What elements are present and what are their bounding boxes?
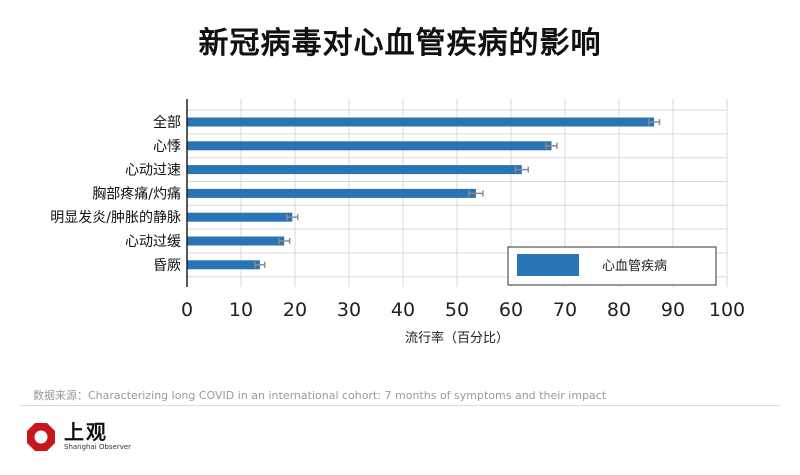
legend: 心血管疾病: [507, 246, 717, 286]
bars: [187, 117, 655, 270]
x-tick-label: 90: [661, 299, 685, 321]
x-tick-label: 80: [607, 299, 631, 321]
brand-name: 上观: [64, 420, 108, 444]
divider: [20, 405, 780, 406]
x-tick-label: 70: [553, 299, 577, 321]
shanghai-observer-logo-icon: [27, 422, 55, 451]
bar: [187, 212, 293, 222]
x-axis-title: 流行率（百分比）: [405, 330, 509, 346]
x-tick-label: 60: [499, 299, 523, 321]
error-bars: [254, 119, 661, 268]
legend-swatch: [517, 254, 579, 276]
y-tick-label: 胸部疼痛/灼痛: [92, 185, 181, 202]
brand-subtitle: Shanghai Observer: [64, 443, 132, 451]
gridlines: [187, 99, 728, 287]
y-tick-label: 明显发炎/肿胀的静脉: [50, 210, 181, 226]
y-tick-label: 心动过速: [125, 163, 181, 179]
source-note: 数据来源：Characterizing long COVID in an int…: [33, 389, 607, 402]
bar: [187, 141, 552, 151]
x-tick-label: 20: [283, 299, 307, 321]
bar: [187, 117, 655, 127]
x-tick-label: 10: [229, 299, 253, 321]
x-tick-label: 40: [391, 299, 415, 321]
bar: [187, 165, 522, 175]
y-tick-label: 全部: [153, 114, 181, 131]
legend-label: 心血管疾病: [602, 259, 667, 274]
x-tick-labels: 0 10 20 30 40 50 60 70 80 90 100: [181, 299, 745, 321]
x-tick-label: 50: [445, 299, 469, 321]
brand-logo-block: 上观 Shanghai Observer: [26, 421, 131, 452]
bar: [187, 188, 476, 198]
y-tick-label: 昏厥: [153, 258, 181, 274]
x-tick-label: 100: [709, 299, 745, 321]
x-tick-label: 0: [181, 299, 193, 321]
bar: [187, 236, 285, 246]
y-tick-label: 心动过缓: [125, 234, 181, 250]
x-tick-label: 30: [337, 299, 361, 321]
bar: [187, 260, 260, 270]
chart-title: 新冠病毒对心血管疾病的影响: [198, 26, 602, 61]
y-tick-label: 心悸: [153, 139, 181, 155]
